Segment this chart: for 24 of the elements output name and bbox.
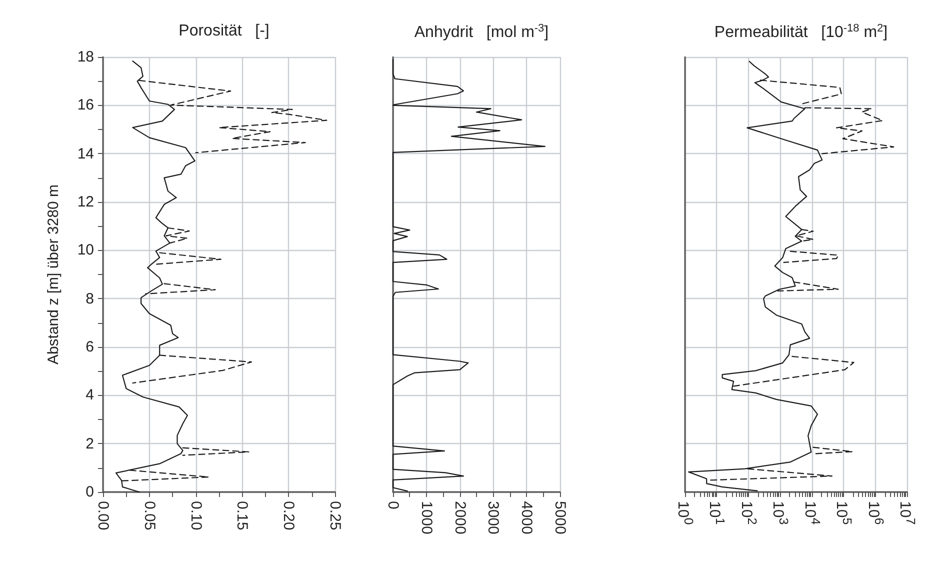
x-tick-label: 0.05	[140, 501, 158, 530]
x-tick-label: 2000	[451, 501, 468, 534]
y-axis-title: Abstand z [m] über 3280 m	[45, 184, 62, 365]
x-tick-label: 0.20	[280, 501, 298, 530]
y-tick-label: 6	[86, 338, 94, 356]
chart-title: Porosität [-]	[178, 22, 270, 40]
y-tick-label: 18	[77, 48, 94, 66]
y-tick-label: 12	[77, 194, 94, 210]
y-tick-label: 8	[86, 290, 94, 308]
y-tick-label: 10	[77, 242, 94, 259]
x-tick-label: 0.00	[94, 501, 112, 530]
y-tick-label: 16	[77, 96, 94, 114]
y-tick-label: 14	[77, 145, 94, 162]
y-tick-label: 4	[86, 386, 94, 404]
x-tick-label: 0.10	[187, 501, 204, 530]
x-tick-label: 0.15	[234, 501, 251, 530]
x-tick-label: 0	[384, 501, 402, 510]
y-tick-label: 0	[86, 484, 94, 500]
x-tick-label: 5000	[552, 501, 568, 534]
y-tick-label: 2	[86, 435, 94, 452]
x-tick-label: 3000	[484, 501, 502, 534]
x-tick-label: 0.25	[326, 501, 344, 530]
x-tick-label: 1000	[418, 501, 435, 534]
x-tick-label: 4000	[518, 501, 536, 534]
